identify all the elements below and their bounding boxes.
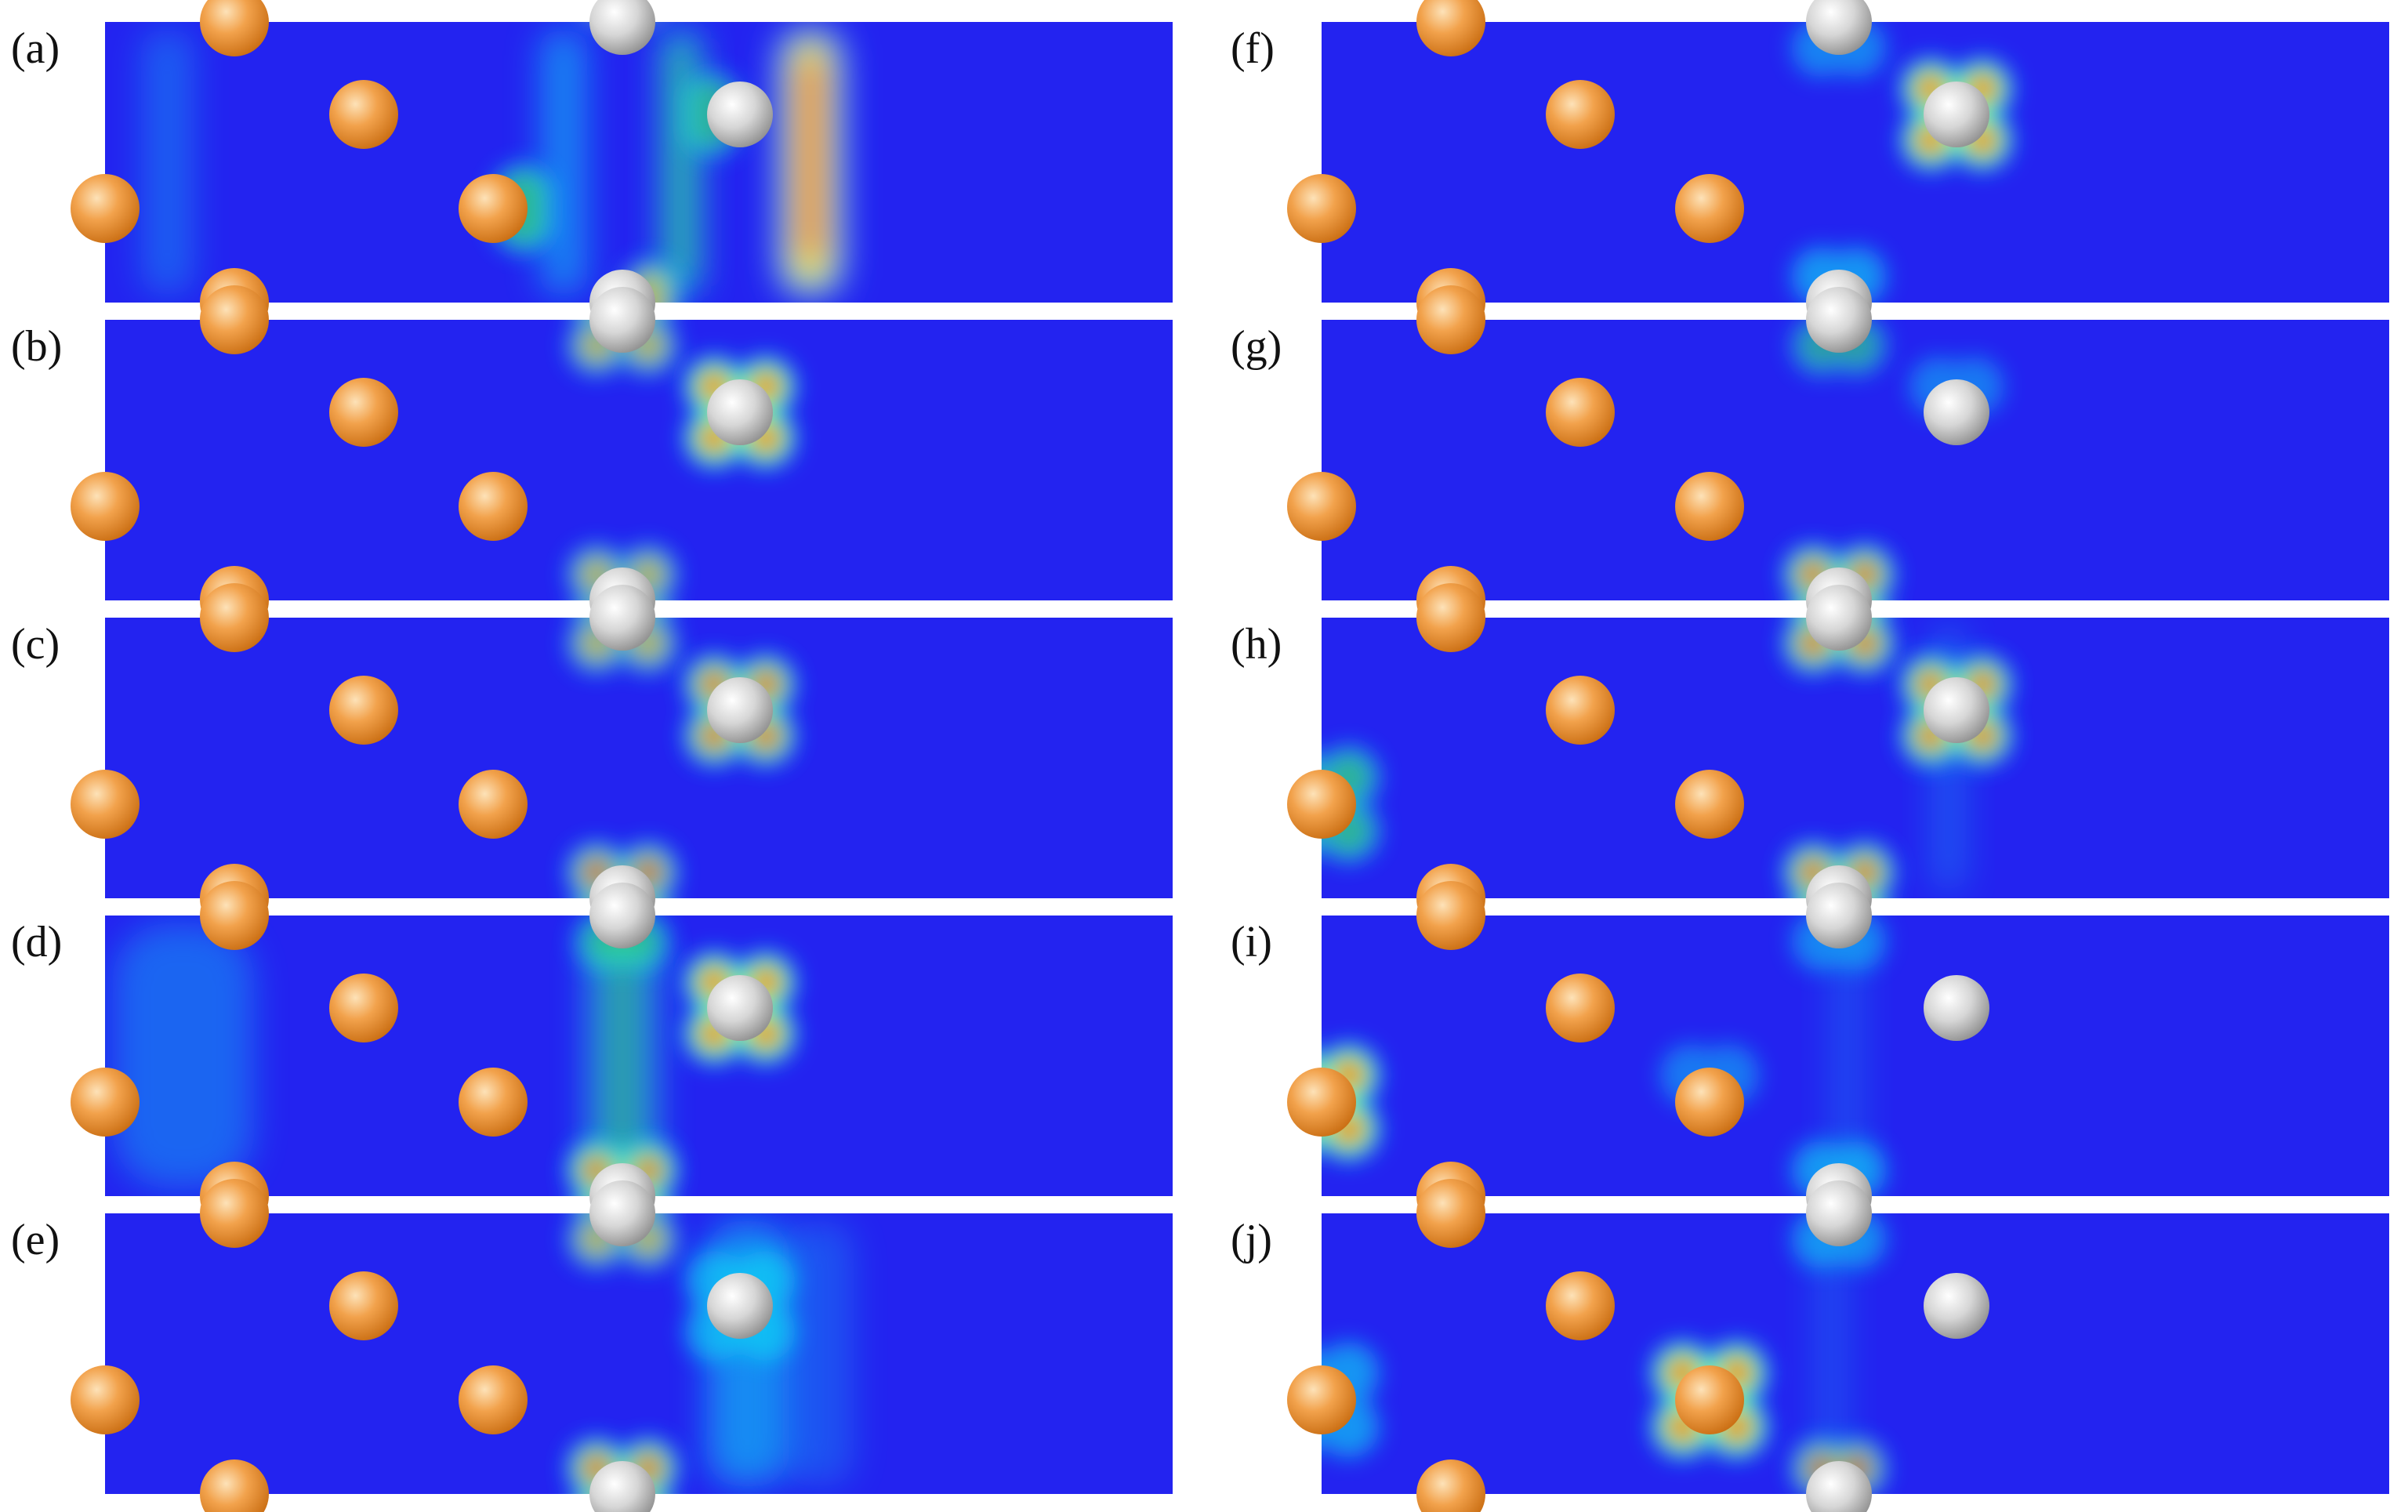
gold-atom [71, 174, 140, 243]
panel-f: (f) [1231, 0, 2389, 337]
panel-g: (g) [1231, 285, 2389, 635]
gold-atom [200, 0, 269, 56]
gold-atom [329, 378, 398, 447]
panel-label: (e) [11, 1216, 60, 1264]
panel-j: (j) [1231, 1179, 2389, 1512]
silver-atom [1806, 0, 1872, 55]
silver-atom [1806, 287, 1872, 353]
gold-atom [1287, 472, 1356, 541]
silver-atom [1806, 585, 1872, 651]
panel-e: (e) [11, 1179, 1173, 1512]
gold-atom [1287, 1068, 1356, 1137]
gold-atom [1675, 174, 1744, 243]
panel-label: (j) [1231, 1216, 1272, 1264]
gold-atom [1287, 770, 1356, 839]
gold-atom [1675, 770, 1744, 839]
gold-atom [1675, 1365, 1744, 1434]
silver-atom [1806, 1461, 1872, 1512]
gold-atom [200, 1459, 269, 1512]
gold-atom [71, 1365, 140, 1434]
panel-h: (h) [1231, 583, 2389, 933]
gold-atom [459, 472, 528, 541]
panel-d: (d) [11, 881, 1173, 1231]
panel-label: (f) [1231, 24, 1275, 73]
gold-atom [1546, 1271, 1615, 1340]
gold-atom [1416, 583, 1485, 652]
gold-atom [1675, 472, 1744, 541]
silver-atom [1924, 82, 1989, 147]
gold-atom [1416, 285, 1485, 354]
gold-atom [200, 1179, 269, 1248]
gold-atom [1675, 1068, 1744, 1137]
panel-c: (c) [11, 583, 1173, 933]
panel-a: (a) [11, 0, 1173, 337]
silver-atom [1924, 677, 1989, 743]
gold-atom [1416, 0, 1485, 56]
silver-atom [707, 975, 773, 1041]
panel-i: (i) [1231, 881, 2389, 1231]
silver-atom [707, 1273, 773, 1339]
panel-label: (b) [11, 322, 62, 371]
panel-label: (i) [1231, 918, 1272, 966]
gold-atom [459, 174, 528, 243]
gold-atom [329, 80, 398, 149]
silver-atom [589, 0, 655, 55]
gold-atom [1546, 378, 1615, 447]
silver-atom [1924, 379, 1989, 445]
gold-atom [1287, 174, 1356, 243]
gold-atom [71, 770, 140, 839]
gold-atom [1287, 1365, 1356, 1434]
gold-atom [459, 770, 528, 839]
gold-atom [200, 285, 269, 354]
gold-atom [200, 881, 269, 950]
panel-field [105, 22, 1173, 303]
gold-atom [329, 676, 398, 745]
silver-atom [707, 379, 773, 445]
gold-atom [1416, 881, 1485, 950]
gold-atom [329, 974, 398, 1042]
gold-atom [200, 583, 269, 652]
silver-atom [589, 287, 655, 353]
silver-atom [1806, 883, 1872, 948]
silver-atom [707, 677, 773, 743]
panel-label: (a) [11, 24, 60, 73]
panel-label: (h) [1231, 620, 1282, 669]
silver-atom [589, 1461, 655, 1512]
silver-atom [1924, 975, 1989, 1041]
gold-atom [1546, 676, 1615, 745]
silver-atom [1924, 1273, 1989, 1339]
gold-atom [1546, 974, 1615, 1042]
gold-atom [1416, 1179, 1485, 1248]
gold-atom [1416, 1459, 1485, 1512]
panel-label: (d) [11, 918, 62, 966]
gold-atom [329, 1271, 398, 1340]
gold-atom [71, 1068, 140, 1137]
silver-atom [589, 585, 655, 651]
gold-atom [71, 472, 140, 541]
gold-atom [459, 1365, 528, 1434]
silver-atom [1806, 1180, 1872, 1246]
panel-label: (c) [11, 620, 60, 669]
panel-b: (b) [11, 285, 1173, 635]
silver-atom [589, 1180, 655, 1246]
gold-atom [1546, 80, 1615, 149]
gold-atom [459, 1068, 528, 1137]
panel-label: (g) [1231, 322, 1282, 371]
silver-atom [707, 82, 773, 147]
silver-atom [589, 883, 655, 948]
